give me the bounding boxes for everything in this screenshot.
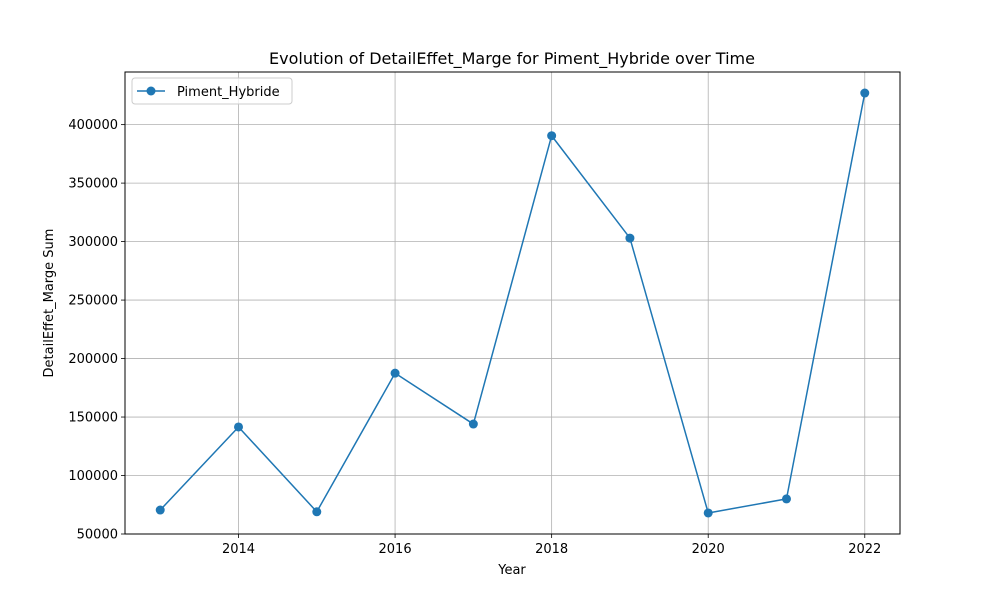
x-tick-label: 2022: [848, 542, 881, 557]
data-point: [860, 88, 870, 98]
legend-box: [131, 77, 293, 105]
y-tick-label: 300000: [68, 235, 118, 250]
x-tick-label: 2018: [535, 542, 568, 557]
y-axis-label: DetailEffet_Marge Sum: [42, 229, 57, 378]
data-point: [703, 508, 713, 518]
series-layer: [155, 88, 870, 518]
y-tick-label: 100000: [68, 469, 118, 484]
y-tick-label: 350000: [68, 177, 118, 192]
x-tick-label: 2016: [379, 542, 412, 557]
y-tick-label: 250000: [68, 294, 118, 309]
data-point: [234, 422, 244, 432]
y-tick-label: 200000: [68, 352, 118, 367]
x-axis-label: Year: [497, 563, 526, 578]
plot-area-frame: [124, 71, 901, 535]
legend: Piment_Hybride: [131, 77, 293, 105]
y-tick-label: 50000: [77, 528, 118, 543]
axis-ticks: 2014 2016 2018 2020 2022 50000 100000 150000 200…: [68, 118, 881, 557]
data-point: [781, 494, 791, 504]
data-point: [155, 505, 165, 515]
y-tick-label: 150000: [68, 411, 118, 426]
data-point: [547, 131, 557, 141]
data-point: [468, 419, 478, 429]
data-point: [390, 368, 400, 378]
data-point: [312, 507, 322, 517]
y-tick-label: 400000: [68, 118, 118, 133]
data-point: [625, 233, 635, 243]
x-tick-label: 2014: [222, 542, 255, 557]
x-tick-label: 2020: [692, 542, 725, 557]
series-line: [159, 92, 866, 514]
legend-point-marker: [146, 86, 156, 96]
grid: [125, 72, 900, 535]
legend-label: Piment_Hybride: [177, 85, 280, 100]
chart-title: Evolution of DetailEffet_Marge for Pimen…: [269, 49, 755, 69]
